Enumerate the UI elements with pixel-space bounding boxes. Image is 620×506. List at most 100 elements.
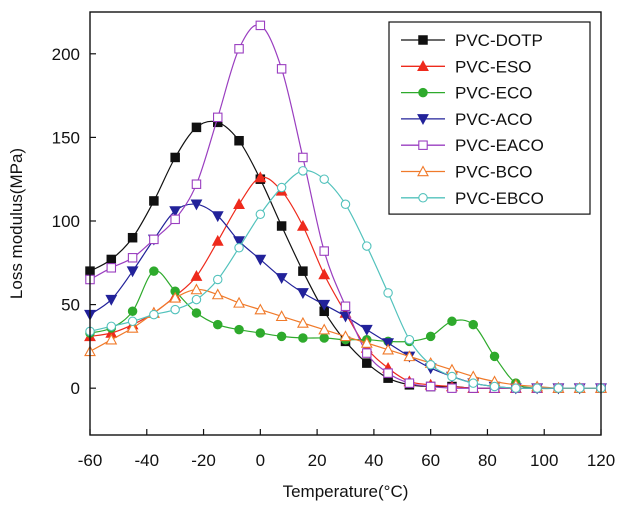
x-tick-label: 40: [364, 451, 383, 470]
data-point: [404, 378, 415, 388]
x-tick-label: 20: [308, 451, 327, 470]
data-point: [532, 383, 542, 393]
legend-label: PVC-EACO: [455, 136, 544, 155]
legend-marker: [417, 60, 429, 72]
y-tick-label: 0: [71, 379, 80, 398]
axis-layer: -60 -40 -20 0 20 40 60 80 100 120 0 50 100 150 200: [52, 45, 616, 470]
data-point: [403, 350, 416, 362]
y-tick-label: 100: [52, 212, 80, 231]
legend-item: PVC-BCO: [401, 163, 532, 182]
data-point: [425, 331, 436, 342]
data-point: [362, 241, 372, 251]
data-point: [149, 196, 159, 206]
data-point: [360, 324, 373, 336]
data-point: [298, 152, 308, 163]
data-point: [383, 288, 393, 298]
data-point: [383, 368, 393, 378]
legend-item: PVC-EACO: [401, 136, 544, 155]
data-point: [169, 291, 182, 303]
data-point: [296, 219, 309, 231]
data-point: [105, 294, 118, 306]
legend-marker: [418, 140, 428, 150]
data-point: [233, 296, 245, 308]
x-tick-label: -60: [78, 451, 103, 470]
data-point: [170, 152, 180, 163]
data-point: [106, 254, 117, 265]
data-point: [276, 221, 287, 231]
data-point: [254, 303, 267, 315]
series-pvc-aco: [84, 199, 607, 395]
data-point: [255, 209, 266, 220]
data-point: [362, 358, 372, 368]
data-point: [553, 383, 564, 393]
legend-label: PVC-ESO: [455, 57, 532, 76]
data-point: [234, 135, 244, 146]
y-tick-label: 150: [52, 128, 80, 147]
data-point: [213, 112, 223, 123]
x-tick-label: 100: [530, 451, 558, 470]
x-tick-label: 0: [256, 451, 265, 470]
data-point: [191, 122, 202, 133]
x-tick-label: 120: [587, 451, 615, 470]
data-point: [233, 236, 245, 248]
data-point: [319, 174, 329, 184]
data-point: [190, 199, 203, 211]
data-point: [170, 214, 180, 225]
data-point: [213, 319, 223, 330]
series-pvc-eco: [85, 266, 606, 393]
data-point: [360, 336, 373, 348]
data-point: [126, 266, 139, 278]
series-pvc-ebco: [85, 166, 606, 393]
data-point: [511, 383, 521, 393]
data-point: [319, 333, 329, 343]
data-point: [298, 166, 308, 176]
legend-item: PVC-EBCO: [401, 189, 544, 208]
data-point: [127, 306, 138, 317]
legend-marker: [418, 35, 428, 45]
legend-item: PVC-ESO: [401, 57, 532, 76]
legend-marker: [418, 87, 428, 98]
x-tick-label: 60: [421, 451, 440, 470]
data-point: [296, 288, 309, 300]
data-point: [404, 334, 415, 345]
data-point: [127, 232, 138, 243]
data-point: [276, 331, 287, 342]
data-point: [362, 348, 372, 358]
plot-frame: [89, 11, 602, 436]
legend-label: PVC-BCO: [455, 163, 532, 182]
legend-label: PVC-DOTP: [455, 31, 543, 50]
data-point: [106, 321, 117, 332]
data-point: [211, 211, 224, 223]
series-layer: [84, 20, 607, 395]
data-point: [275, 310, 288, 322]
x-tick-label: -40: [134, 451, 159, 470]
legend: PVC-DOTP PVC-ESO PVC-ECO PVC-ACO PVC-EACO PVC…: [388, 21, 591, 215]
y-tick-label: 50: [61, 296, 80, 315]
data-point: [127, 316, 138, 327]
data-point: [340, 301, 351, 312]
legend-label: PVC-EBCO: [455, 189, 544, 208]
data-point: [468, 378, 478, 388]
y-axis-title: Loss modulus(MPa): [7, 148, 26, 299]
legend-label: PVC-ACO: [455, 110, 532, 129]
data-point: [276, 182, 287, 193]
data-point: [382, 343, 395, 355]
data-point: [170, 304, 180, 315]
data-point: [255, 328, 266, 338]
data-point: [276, 64, 287, 74]
data-point: [191, 308, 202, 318]
data-point: [213, 274, 223, 285]
data-point: [127, 253, 138, 263]
data-point: [254, 254, 267, 266]
x-tick-label: -20: [191, 451, 216, 470]
data-point: [149, 266, 159, 276]
x-tick-label: 80: [478, 451, 497, 470]
data-point: [105, 333, 118, 345]
data-point: [255, 20, 266, 31]
data-point: [447, 371, 457, 382]
data-point: [574, 383, 585, 393]
data-point: [234, 324, 244, 335]
data-point: [296, 316, 309, 328]
data-point: [447, 383, 457, 393]
